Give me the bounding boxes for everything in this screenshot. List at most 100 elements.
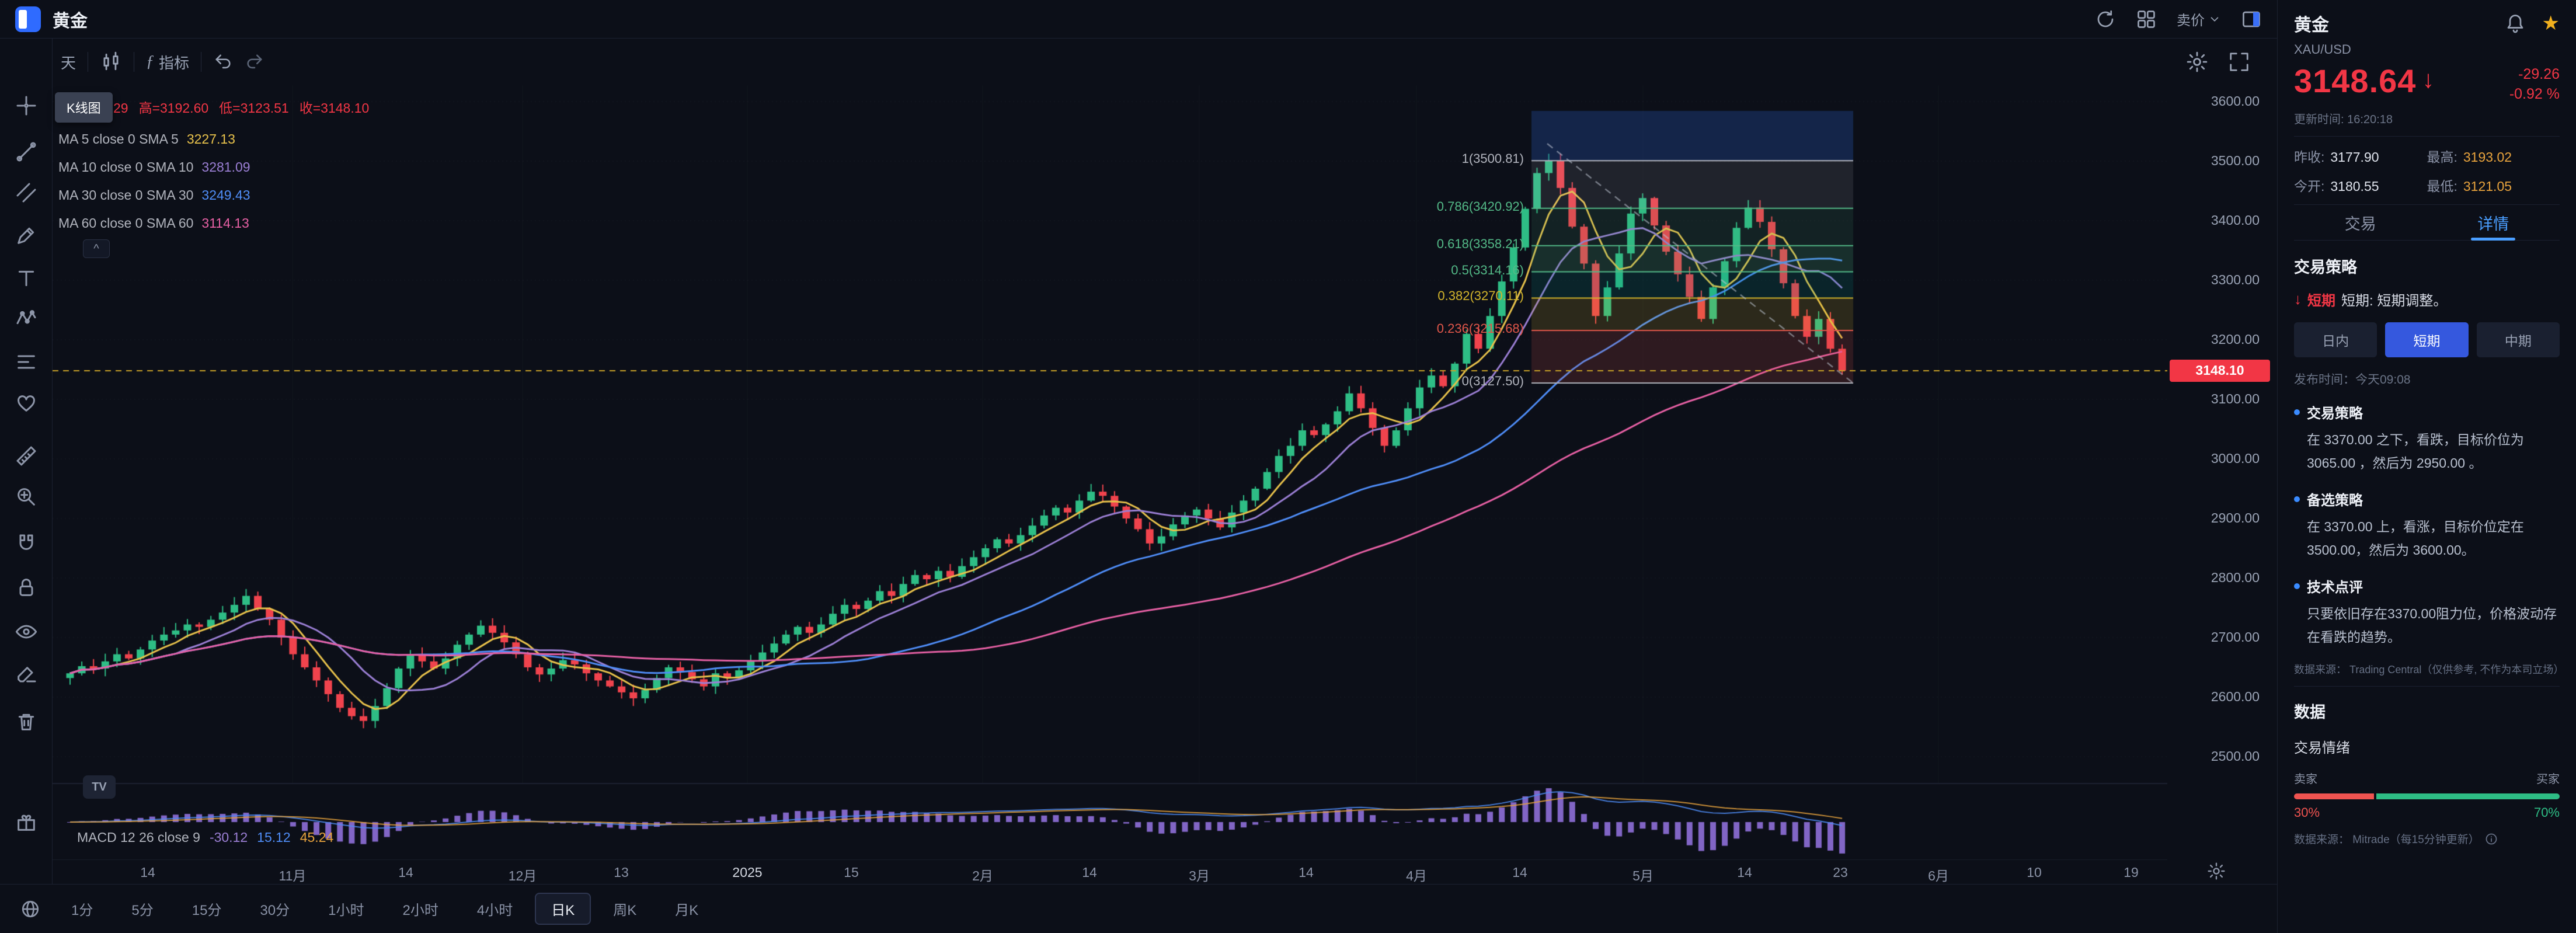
timeframe-5分[interactable]: 5分 xyxy=(131,903,154,918)
indicators-label: 指标 xyxy=(159,54,190,72)
redo-button[interactable] xyxy=(245,52,264,72)
strategy-section: 技术点评 只要依旧存在3370.00阻力位，价格波动存在看跌的趋势。 xyxy=(2294,576,2560,649)
date-tick-label: 10 xyxy=(2027,865,2042,880)
sentiment-sell-segment xyxy=(2294,793,2374,799)
strategy-section: 备选策略在 3370.00 上，看涨，目标价位定在 3500.00，然后为 36… xyxy=(2294,489,2560,562)
refresh-icon[interactable] xyxy=(2095,9,2116,30)
timeframe-月K[interactable]: 月K xyxy=(675,903,699,918)
timeframe-周K[interactable]: 周K xyxy=(613,903,637,918)
divider xyxy=(2294,686,2560,687)
candlestick-chart[interactable] xyxy=(53,85,2167,859)
timeframe-30分[interactable]: 30分 xyxy=(260,903,290,918)
chart-toolbar: 天 ƒ 指标 xyxy=(53,39,2277,85)
date-tick-label: 13 xyxy=(614,865,629,880)
tab-详情[interactable]: 详情 xyxy=(2427,205,2560,240)
chart-type-button[interactable] xyxy=(100,51,122,73)
redo-icon xyxy=(247,54,262,69)
magnet-icon[interactable] xyxy=(14,532,39,556)
timeframe-1小时[interactable]: 1小时 xyxy=(328,903,364,918)
layout-grid-icon[interactable] xyxy=(2136,9,2157,30)
trash-icon[interactable] xyxy=(14,709,39,734)
fib-level-label: 0.236(3215.68) xyxy=(1436,321,1524,336)
crosshair-icon[interactable] xyxy=(14,93,39,118)
bullet-icon xyxy=(2294,409,2300,415)
horizon-中期[interactable]: 中期 xyxy=(2476,322,2560,357)
buyers-label: 买家 xyxy=(2536,773,2560,786)
macd-value: -30.12 xyxy=(209,830,248,845)
strategy-heading: 交易策略 xyxy=(2294,259,2357,276)
eraser-icon[interactable] xyxy=(14,660,39,685)
buy-percentage: 70% xyxy=(2533,805,2560,820)
ohlc-value: 低=3123.51 xyxy=(219,100,289,116)
function-icon: ƒ xyxy=(146,53,155,71)
price-tick-label: 3500.00 xyxy=(2211,153,2260,168)
price-tick-label: 3000.00 xyxy=(2211,451,2260,466)
fib-level-label: 1(3500.81) xyxy=(1461,151,1524,166)
sell-price-toggle[interactable]: 卖价 xyxy=(2177,9,2221,29)
horizon-短期[interactable]: 短期 xyxy=(2385,322,2469,357)
price-tick-label: 2700.00 xyxy=(2211,629,2260,645)
timeframe-2小时[interactable]: 2小时 xyxy=(402,903,438,918)
price-change: -29.26 xyxy=(2518,66,2560,82)
signal-note: 短期: 短期调整。 xyxy=(2341,293,2448,309)
interval-selector[interactable]: 天 xyxy=(61,51,76,73)
text-icon[interactable] xyxy=(14,266,39,291)
chart-settings-button[interactable] xyxy=(2186,51,2208,73)
ma-legend-row: MA 10 close 0 SMA 10 3281.09 xyxy=(58,159,250,175)
ruler-icon[interactable] xyxy=(14,444,39,468)
timeframe-日K[interactable]: 日K xyxy=(535,893,591,925)
horizon-buttons: 日内 短期 中期 xyxy=(2294,322,2560,357)
tab-交易[interactable]: 交易 xyxy=(2344,215,2376,233)
price-tick-label: 2900.00 xyxy=(2211,510,2260,525)
brush-icon[interactable] xyxy=(14,223,39,248)
price-tick-label: 3300.00 xyxy=(2211,272,2260,287)
axis-settings-button[interactable] xyxy=(2207,862,2226,880)
eye-icon[interactable] xyxy=(14,619,39,644)
lock-icon[interactable] xyxy=(14,575,39,600)
chevron-down-icon xyxy=(2211,16,2219,22)
timeframe-1分[interactable]: 1分 xyxy=(71,903,93,918)
timeframe-15分[interactable]: 15分 xyxy=(192,903,222,918)
fullscreen-button[interactable] xyxy=(2228,51,2250,73)
timeframe-4小时[interactable]: 4小时 xyxy=(476,903,513,918)
channel-icon[interactable] xyxy=(14,180,39,205)
ma-legend-row: MA 60 close 0 SMA 60 3114.13 xyxy=(58,215,249,231)
interval-label: 天 xyxy=(61,54,76,72)
sellers-label: 卖家 xyxy=(2294,773,2317,786)
sentiment-source: 数据来源： Mitrade（每15分钟更新） xyxy=(2294,834,2480,846)
sell-price-label: 卖价 xyxy=(2177,13,2205,29)
trendline-icon[interactable] xyxy=(14,140,39,164)
gift-icon[interactable] xyxy=(14,810,39,834)
price-tick-label: 3200.00 xyxy=(2211,332,2260,347)
heart-icon[interactable] xyxy=(14,391,39,415)
pattern-icon[interactable] xyxy=(14,307,39,332)
date-tick-label: 2025 xyxy=(732,865,763,880)
bullet-icon xyxy=(2294,496,2300,502)
legend-collapse-button[interactable]: ^ xyxy=(83,239,110,258)
date-tick-label: 14 xyxy=(1512,865,1527,880)
info-icon[interactable] xyxy=(2484,832,2498,846)
ohlc-value: 收=3148.10 xyxy=(299,100,370,116)
sentiment-heading: 交易情绪 xyxy=(2294,740,2350,756)
zoom-in-icon[interactable] xyxy=(14,485,39,509)
favorite-star-icon[interactable]: ★ xyxy=(2542,12,2560,34)
horizon-日内[interactable]: 日内 xyxy=(2294,322,2377,357)
indicators-button[interactable]: ƒ 指标 xyxy=(146,51,189,73)
fib-level-label: 0.382(3270.11) xyxy=(1437,288,1524,304)
undo-button[interactable] xyxy=(213,52,233,72)
fib-retracement-icon[interactable] xyxy=(14,350,39,374)
date-axis[interactable]: 14 11月 14 12月 13 2025 15 2月 14 3月 14 4月 14 5月 14 23 6月 10… xyxy=(53,859,2167,884)
app-logo xyxy=(15,6,41,32)
price-tick-label: 3600.00 xyxy=(2211,93,2260,109)
bell-icon[interactable] xyxy=(2505,13,2526,34)
date-tick-label: 12月 xyxy=(508,868,537,883)
date-tick-label: 19 xyxy=(2124,865,2139,880)
date-tick-label: 15 xyxy=(844,865,859,880)
daily-stats: 昨收: 3177.90 最高: 3193.02 今开: 3180.55 最低: 3121.05 xyxy=(2294,146,2560,195)
strategy-section: 交易策略在 3370.00 之下，看跌，目标价位为 3065.00 ，然后为 2… xyxy=(2294,402,2560,475)
date-tick-label: 4月 xyxy=(1406,868,1427,883)
globe-icon[interactable] xyxy=(20,899,41,920)
panel-toggle-icon[interactable] xyxy=(2241,9,2262,30)
macd-title: MACD 12 26 close 9 xyxy=(77,830,200,845)
fib-level-label: 0(3127.50) xyxy=(1461,373,1524,388)
